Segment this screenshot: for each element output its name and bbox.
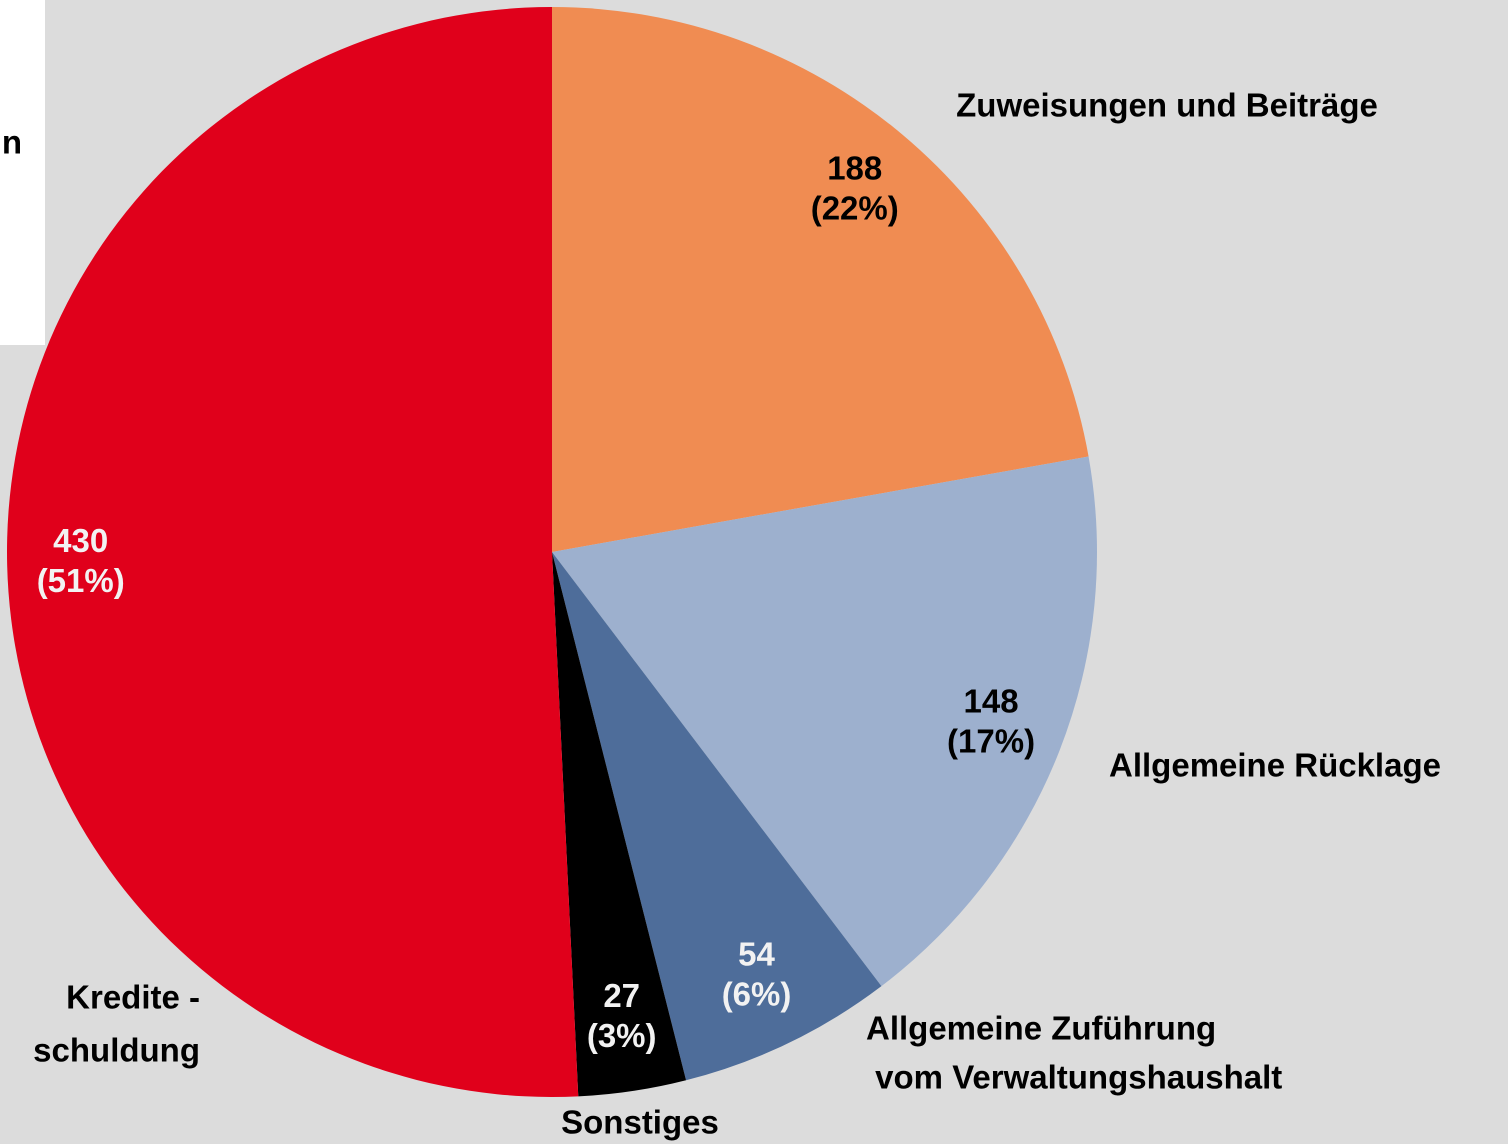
pie-slice [552,552,882,1081]
data-label: 148 [964,682,1019,719]
legend-box [0,0,45,345]
category-label: schuldung [33,1032,200,1069]
pie-slice [6,7,579,1098]
percent-label: (6%) [722,975,792,1012]
pie-slice [552,456,1097,987]
pie-slice [552,552,687,1097]
category-label: Sonstiges [561,1104,719,1141]
data-label: 188 [827,149,882,186]
percent-label: (22%) [811,189,899,226]
data-label: 430 [53,522,108,559]
category-label: Allgemeine Rücklage [1109,747,1441,784]
category-label: Zuweisungen und Beiträge [956,87,1378,124]
data-label: 27 [603,977,640,1014]
pie-slice [552,7,1089,552]
category-label: vom Verwaltungshaushalt [866,1059,1282,1096]
category-label: Kredite - [66,979,200,1016]
percent-label: (17%) [947,722,1035,759]
data-label: 54 [738,935,775,972]
category-label: Allgemeine Zuführung [866,1010,1216,1047]
annotation: n [2,124,22,161]
percent-label: (3%) [587,1017,657,1054]
percent-label: (51%) [37,562,125,599]
